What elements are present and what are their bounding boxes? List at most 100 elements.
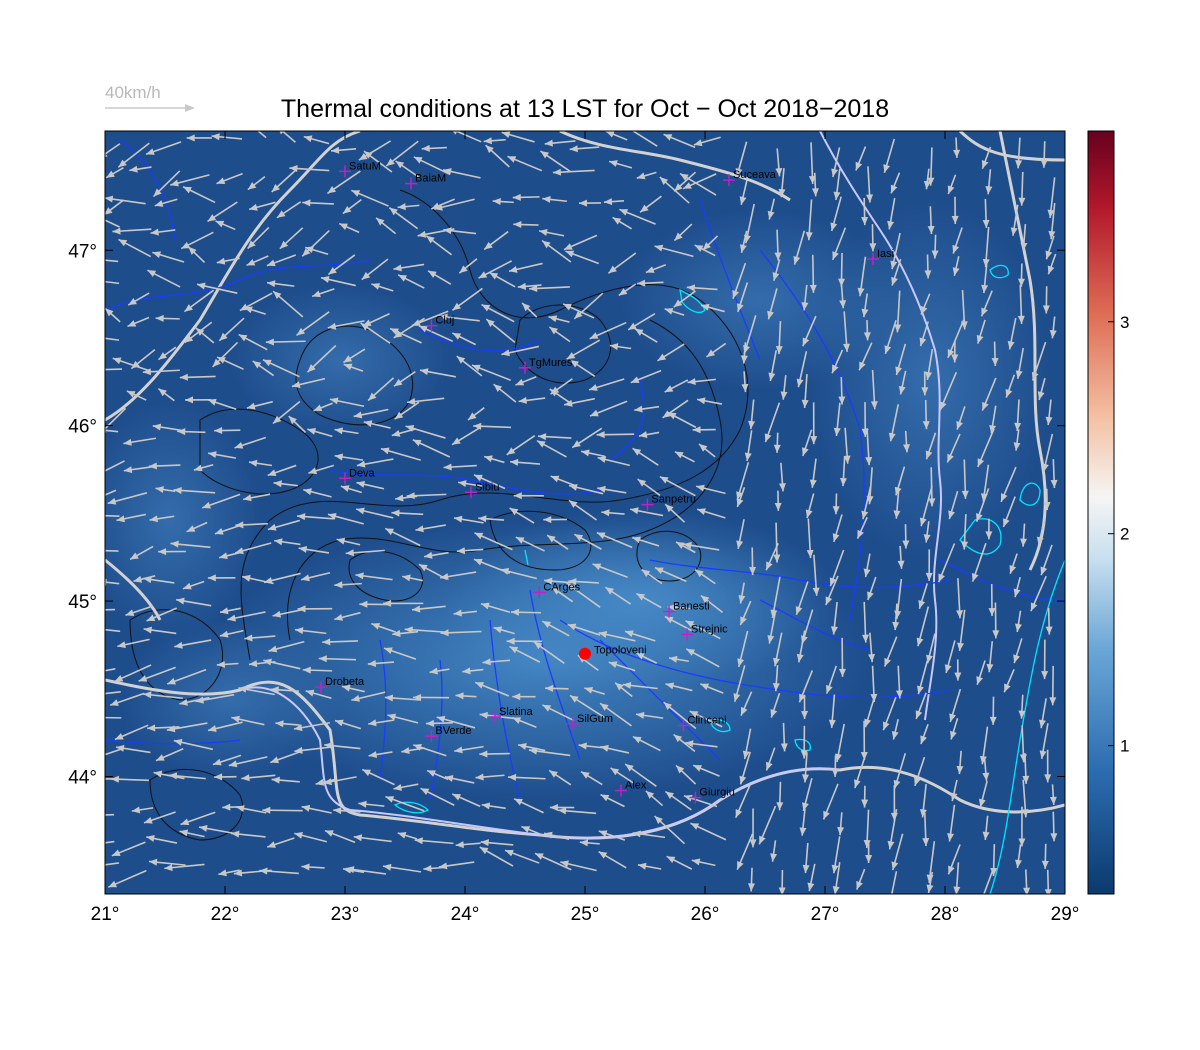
wind-arrow [481, 802, 506, 810]
wind-arrow [478, 515, 505, 523]
city-label: SilGum [577, 713, 613, 725]
city-label: BaiaM [415, 173, 446, 185]
wind-arrow [947, 804, 956, 842]
wind-arrow [1049, 665, 1057, 706]
wind-arrow [185, 396, 211, 404]
wind-arrow [981, 146, 992, 170]
wind-arrow [563, 234, 598, 251]
wind-arrow [1010, 204, 1019, 236]
wind-arrow [313, 402, 333, 412]
wind-arrow [294, 627, 327, 635]
wind-arrow [855, 146, 867, 171]
wind-arrow [637, 478, 661, 496]
wind-arrow [770, 840, 778, 862]
wind-arrow [740, 342, 748, 364]
wind-arrow [802, 842, 810, 874]
wind-arrow [982, 198, 990, 229]
wind-arrow [865, 428, 873, 466]
wind-arrow [861, 197, 869, 226]
wind-arrow [664, 790, 692, 811]
wind-arrow [244, 634, 276, 642]
wind-arrow [216, 356, 244, 370]
wind-arrow [216, 172, 243, 185]
x-tick-label: 25° [571, 904, 600, 925]
wind-arrow [989, 405, 997, 434]
wind-arrow [978, 780, 988, 808]
wind-arrow [949, 688, 962, 723]
wind-arrow [214, 773, 237, 781]
wind-arrow [155, 486, 176, 493]
wind-arrow [971, 542, 987, 582]
wind-arrow [358, 800, 385, 808]
wind-arrow [276, 201, 302, 219]
wind-arrow [1036, 521, 1045, 546]
city-label: CArges [543, 581, 580, 593]
wind-arrow [334, 453, 364, 461]
wind-arrow [1044, 749, 1052, 783]
wind-arrow [180, 231, 214, 250]
wind-arrow [387, 713, 419, 724]
wind-arrow [262, 806, 303, 814]
wind-arrow [266, 254, 297, 267]
wind-arrow [228, 756, 268, 768]
city-label: Suceava [733, 169, 777, 181]
wind-arrow [693, 136, 721, 147]
wind-arrow [833, 402, 841, 437]
wind-arrow [426, 769, 449, 781]
wind-arrow [598, 850, 627, 869]
wind-arrow [1023, 869, 1031, 894]
wind-arrow [922, 399, 930, 430]
wind-arrow [301, 571, 331, 582]
wind-arrow [148, 858, 186, 866]
wind-arrow [694, 569, 716, 585]
wind-arrow [105, 429, 119, 433]
wind-arrow [509, 645, 541, 663]
colorbar: 3 2 1 [1087, 130, 1129, 895]
city-label: Deva [349, 467, 376, 479]
city-marker: CArges [533, 581, 581, 599]
wind-arrow [839, 283, 847, 309]
wind-arrow [306, 344, 337, 373]
wind-arrow [302, 666, 333, 674]
colorbar-tick-label: 2 [1120, 525, 1129, 544]
wind-arrow [382, 863, 422, 873]
wind-arrow [696, 508, 726, 519]
wind-arrow [657, 343, 685, 362]
wind-arrow [318, 655, 357, 663]
wind-arrow [893, 753, 907, 789]
wind-arrow [367, 377, 395, 402]
wind-arrow [262, 359, 300, 378]
wind-arrow [323, 776, 357, 786]
wind-arrow [305, 689, 332, 700]
wind-arrow [105, 259, 119, 263]
wind-arrow [809, 458, 817, 488]
wind-arrow [739, 230, 748, 253]
wind-arrow [216, 257, 240, 265]
wind-arrow [922, 812, 930, 847]
wind-arrow [394, 401, 420, 420]
wind-arrow [860, 720, 868, 761]
wind-arrow [843, 311, 851, 352]
wind-arrow [687, 378, 716, 386]
wind-arrow [252, 360, 275, 377]
wind-arrow [157, 346, 177, 361]
wind-arrow [811, 172, 819, 197]
wind-arrow [571, 427, 603, 449]
wind-arrow [543, 516, 567, 524]
wind-arrow [863, 809, 871, 849]
wind-arrow [405, 425, 446, 439]
wind-arrow [758, 805, 777, 845]
highlight-site: Topoloveni [579, 645, 647, 660]
wind-arrow [915, 692, 927, 720]
wind-arrow [1047, 253, 1057, 275]
wind-arrow [870, 665, 878, 703]
city-marker: Drobeta [315, 676, 365, 694]
wind-arrow [793, 230, 806, 265]
wind-arrow [925, 549, 933, 581]
wind-arrow [775, 321, 783, 355]
wind-arrow [991, 341, 999, 367]
wind-arrow [418, 325, 454, 343]
wind-arrow [248, 459, 273, 467]
wind-arrow [632, 447, 659, 466]
